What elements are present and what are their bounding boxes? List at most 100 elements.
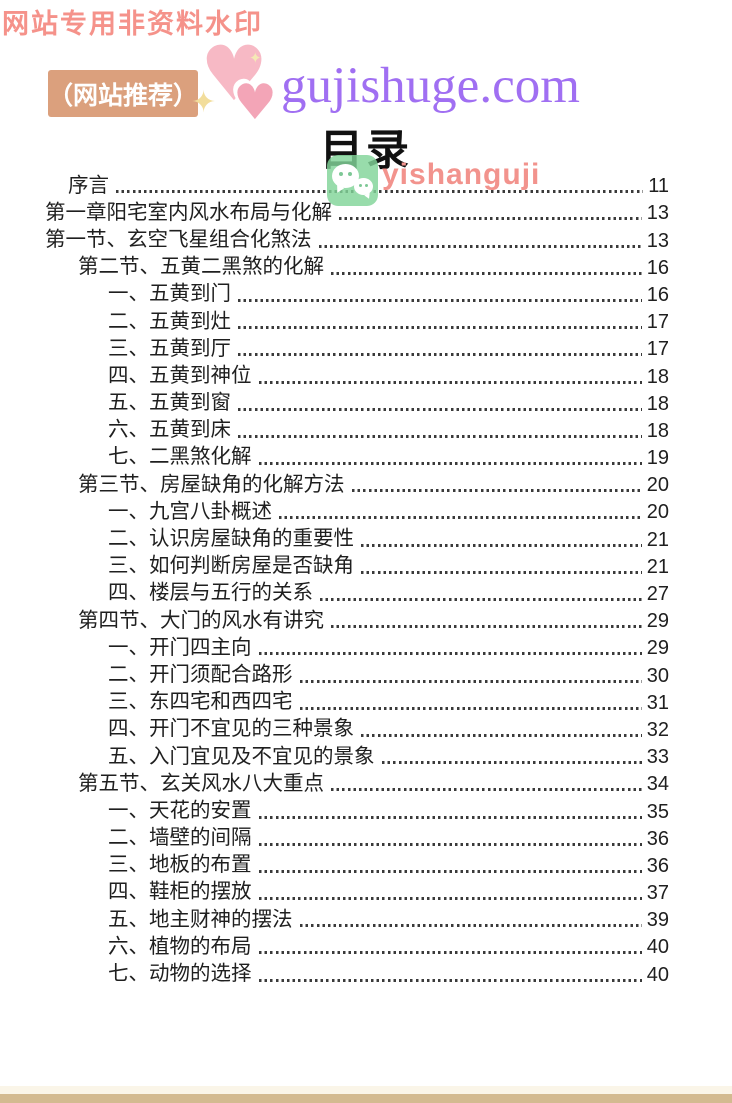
site-url-link[interactable]: gujishuge.com	[281, 58, 580, 114]
toc-entry-label[interactable]: 二、开门须配合路形	[108, 663, 293, 686]
toc-entry-label[interactable]: 五、地主财神的摆法	[108, 908, 293, 931]
toc-entry-label[interactable]: 一、九宫八卦概述	[108, 500, 272, 523]
toc-entry-label[interactable]: 五、五黄到窗	[108, 392, 231, 415]
toc-page-number[interactable]: 13	[646, 202, 669, 225]
toc-row: 一、开门四主向 29	[0, 634, 732, 661]
toc-page-number[interactable]: 11	[648, 175, 669, 198]
toc-row: 四、五黄到神位 18	[0, 362, 732, 389]
toc-entry-label[interactable]: 七、动物的选择	[108, 963, 252, 985]
toc-entry-label[interactable]: 一、开门四主向	[108, 636, 252, 659]
toc-page-number[interactable]: 21	[646, 555, 669, 578]
toc-entry-label[interactable]: 第三节、房屋缺角的化解方法	[78, 473, 345, 496]
dotted-leader	[258, 897, 642, 901]
toc-entry-label[interactable]: 第一章阳宅室内风水布局与化解	[45, 201, 332, 224]
dotted-leader	[238, 353, 642, 357]
toc-entry-label[interactable]: 三、如何判断房屋是否缺角	[108, 555, 354, 578]
dotted-leader	[318, 244, 642, 248]
toc-page-number[interactable]: 17	[646, 338, 669, 361]
toc-page-number[interactable]: 40	[646, 936, 669, 959]
toc-page-number[interactable]: 16	[646, 256, 669, 279]
toc-page-number[interactable]: 34	[646, 773, 669, 796]
dotted-leader	[258, 380, 642, 384]
toc-entry-label[interactable]: 三、地板的布置	[108, 854, 252, 877]
toc-row: 一、五黄到门 16	[0, 281, 732, 308]
toc-page-number[interactable]: 17	[646, 311, 669, 334]
toc-page-number[interactable]: 36	[646, 827, 669, 850]
toc-entry-label[interactable]: 四、楼层与五行的关系	[108, 582, 313, 605]
toc-page-number[interactable]: 40	[646, 963, 669, 986]
toc-page-number[interactable]: 33	[646, 746, 669, 769]
toc-page-number[interactable]: 21	[646, 528, 669, 551]
toc-row: 序言 11	[0, 172, 732, 199]
toc-entry-label[interactable]: 六、植物的布局	[108, 935, 252, 958]
toc-entry-label[interactable]: 第二节、五黄二黑煞的化解	[78, 256, 324, 279]
site-recommend-badge: （网站推荐）	[48, 70, 198, 117]
toc-row: 四、开门不宜见的三种景象 32	[0, 716, 732, 743]
toc-page-number[interactable]: 18	[646, 392, 669, 415]
toc-page-number[interactable]: 35	[646, 800, 669, 823]
dotted-leader	[258, 869, 642, 873]
toc-entry-label[interactable]: 序言	[68, 174, 109, 197]
watermark-account-name: yishanguji	[382, 158, 541, 191]
toc-page-number[interactable]: 29	[646, 610, 669, 633]
toc-row: 一、天花的安置 35	[0, 797, 732, 824]
toc-row: 二、认识房屋缺角的重要性 21	[0, 525, 732, 552]
toc-row: 三、地板的布置 36	[0, 852, 732, 879]
toc-entry-label[interactable]: 二、五黄到灶	[108, 310, 231, 333]
dotted-leader	[258, 652, 642, 656]
dotted-leader	[299, 706, 642, 710]
toc-page-number[interactable]: 29	[646, 637, 669, 660]
toc-page-number[interactable]: 39	[646, 909, 669, 932]
toc-page-number[interactable]: 18	[646, 365, 669, 388]
dotted-leader	[331, 625, 642, 629]
heart-outline-icon: ♥	[228, 67, 280, 135]
toc-row: 五、五黄到窗 18	[0, 390, 732, 417]
toc-entry-label[interactable]: 四、开门不宜见的三种景象	[108, 718, 354, 741]
dotted-leader	[258, 815, 642, 819]
toc-page-number[interactable]: 36	[646, 854, 669, 877]
dotted-leader	[116, 190, 644, 194]
toc-page-number[interactable]: 20	[646, 501, 669, 524]
toc-entry-label[interactable]: 二、墙壁的间隔	[108, 827, 252, 850]
toc-page-number[interactable]: 30	[646, 664, 669, 687]
wechat-icon	[327, 155, 378, 206]
toc-page-number[interactable]: 27	[646, 583, 669, 605]
toc-entry-label[interactable]: 第四节、大门的风水有讲究	[78, 609, 324, 632]
toc-page-number[interactable]: 19	[646, 447, 669, 470]
toc-entry-label[interactable]: 二、认识房屋缺角的重要性	[108, 528, 354, 550]
toc-page-number[interactable]: 37	[646, 882, 669, 905]
toc-entry-label[interactable]: 三、五黄到厅	[108, 337, 231, 360]
dotted-leader	[331, 788, 642, 792]
dotted-leader	[361, 543, 642, 547]
toc-page-number[interactable]: 20	[646, 474, 669, 497]
heart-icon: ♥	[200, 29, 269, 118]
toc-row: 二、开门须配合路形 30	[0, 661, 732, 688]
toc-entry-label[interactable]: 一、天花的安置	[108, 799, 252, 822]
heart-icon-small: ♥	[233, 74, 277, 131]
toc-page-number[interactable]: 31	[646, 691, 669, 714]
dotted-leader	[361, 733, 642, 737]
toc-entry-label[interactable]: 四、五黄到神位	[108, 364, 252, 387]
toc-page-number[interactable]: 16	[646, 283, 669, 306]
toc-row: 第二节、五黄二黑煞的化解 16	[0, 254, 732, 281]
dotted-leader	[279, 516, 642, 520]
toc-entry-label[interactable]: 一、五黄到门	[108, 283, 231, 306]
sparkle-icon: ✦	[191, 85, 217, 120]
toc-entry-label[interactable]: 七、二黑煞化解	[108, 446, 252, 469]
toc-row: 三、五黄到厅 17	[0, 335, 732, 362]
toc-row: 第一章阳宅室内风水布局与化解 13	[0, 199, 732, 226]
toc-page-number[interactable]: 13	[646, 229, 669, 252]
toc-entry-label[interactable]: 四、鞋柜的摆放	[108, 881, 252, 904]
toc-entry-label[interactable]: 三、东四宅和西四宅	[108, 691, 293, 714]
toc-list: 序言 11 第一章阳宅室内风水布局与化解 13 第一节、玄空飞星组合化煞法 13…	[0, 172, 732, 988]
dotted-leader	[299, 924, 642, 928]
toc-entry-label[interactable]: 六、五黄到床	[108, 419, 231, 442]
toc-page-number[interactable]: 18	[646, 419, 669, 442]
toc-entry-label[interactable]: 第一节、玄空飞星组合化煞法	[45, 228, 312, 251]
toc-entry-label[interactable]: 第五节、玄关风水八大重点	[78, 772, 324, 795]
top-watermark-text: 网站专用非资料水印	[2, 9, 263, 39]
toc-entry-label[interactable]: 五、入门宜见及不宜见的景象	[108, 745, 375, 768]
dotted-leader	[258, 978, 642, 982]
toc-page-number[interactable]: 32	[646, 718, 669, 741]
